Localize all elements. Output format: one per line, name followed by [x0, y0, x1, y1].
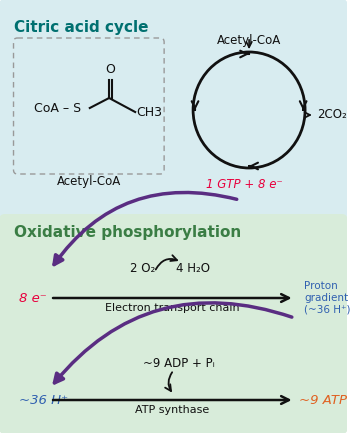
Text: Citric acid cycle: Citric acid cycle — [14, 20, 148, 35]
Text: 2 O₂: 2 O₂ — [130, 262, 155, 275]
Text: 4 H₂O: 4 H₂O — [176, 262, 210, 275]
Text: CH3: CH3 — [136, 106, 162, 119]
FancyArrowPatch shape — [54, 192, 237, 265]
FancyArrowPatch shape — [55, 303, 292, 383]
Text: 2CO₂: 2CO₂ — [317, 109, 346, 122]
FancyBboxPatch shape — [0, 214, 348, 433]
Text: ~36 H⁺: ~36 H⁺ — [19, 394, 69, 407]
Text: O: O — [105, 63, 115, 76]
Text: CoA – S: CoA – S — [34, 101, 81, 114]
FancyArrowPatch shape — [165, 372, 172, 391]
Text: Acetyl-CoA: Acetyl-CoA — [57, 175, 121, 188]
Text: Oxidative phosphorylation: Oxidative phosphorylation — [14, 225, 241, 240]
Text: Acetyl-CoA: Acetyl-CoA — [217, 34, 281, 47]
Text: Electron transport chain: Electron transport chain — [104, 303, 239, 313]
Text: ~9 ATP: ~9 ATP — [299, 394, 347, 407]
Text: Proton
gradient
(~36 H⁺): Proton gradient (~36 H⁺) — [304, 281, 351, 315]
FancyBboxPatch shape — [0, 0, 348, 219]
Text: 8 e⁻: 8 e⁻ — [19, 291, 47, 304]
Text: ~9 ADP + Pᵢ: ~9 ADP + Pᵢ — [143, 357, 214, 370]
FancyArrowPatch shape — [156, 255, 177, 269]
Text: 1 GTP + 8 e⁻: 1 GTP + 8 e⁻ — [206, 178, 283, 191]
Text: ATP synthase: ATP synthase — [135, 405, 209, 415]
